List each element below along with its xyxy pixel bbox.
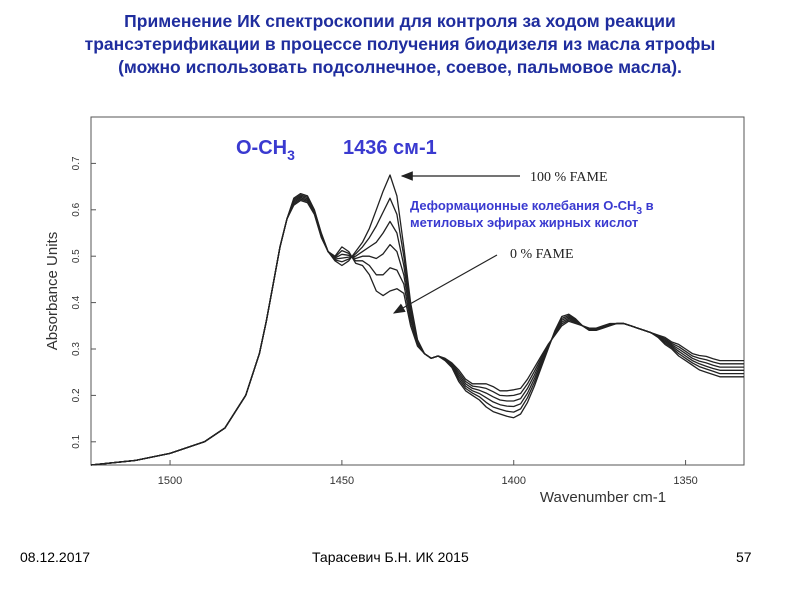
- peak-group-subscript: 3: [287, 147, 295, 163]
- deformation-line1-subscript: 3: [636, 206, 642, 217]
- y-tick-label-5: 0.6: [71, 202, 82, 216]
- x-axis-label: Wavenumber cm-1: [540, 489, 666, 506]
- slide-title: Применение ИК спектроскопии для контроля…: [40, 10, 760, 79]
- y-tick-label-1: 0.2: [71, 388, 82, 402]
- footer-author: Тарасевич Б.Н. ИК 2015: [312, 549, 469, 565]
- fame-0-arrow: [392, 254, 498, 314]
- y-tick-label-0: 0.1: [71, 434, 82, 448]
- deformation-line1-tail: в: [642, 198, 654, 213]
- fame-0-label: 0 % FAME: [510, 247, 574, 262]
- peak-group-label: O-CH3: [236, 137, 295, 163]
- deformation-label-line-1: Деформационные колебания O-CH3 в: [410, 198, 654, 217]
- ir-spectrum-chart: 1500 1450 1400 1350 0.1 0.2 0.3 0.4 0.5 0.6 0.7 Ab…: [44, 116, 745, 506]
- fame-100-label: 100 % FAME: [530, 170, 608, 185]
- deformation-label-line-2: метиловых эфирах жирных кислот: [410, 215, 638, 230]
- x-tick-label-3: 1350: [673, 475, 697, 487]
- plot-frame: [90, 116, 745, 466]
- y-axis-label: Absorbance Units: [44, 232, 61, 350]
- y-tick-label-3: 0.4: [71, 295, 82, 309]
- spectra-series-group: [90, 174, 744, 466]
- title-line-3: (можно использовать подсолнечное, соевое…: [118, 57, 682, 77]
- deformation-line1-main: Деформационные колебания O-CH: [410, 198, 636, 213]
- peak-group-text: O-CH: [236, 137, 287, 159]
- spectrum-line-5: [90, 199, 744, 466]
- y-tick-label-6: 0.7: [71, 156, 82, 170]
- axis-ticks: 1500 1450 1400 1350 0.1 0.2 0.3 0.4 0.5 0.6 0.7: [71, 156, 698, 487]
- title-line-1: Применение ИК спектроскопии для контроля…: [124, 11, 676, 31]
- peak-wavenumber-label: 1436 см-1: [343, 137, 437, 159]
- y-tick-label-4: 0.5: [71, 249, 82, 263]
- y-tick-label-2: 0.3: [71, 342, 82, 356]
- footer-date: 08.12.2017: [20, 549, 91, 565]
- footer-page-number: 57: [736, 549, 752, 565]
- title-line-2: трансэтерификации в процессе получения б…: [84, 34, 716, 54]
- x-tick-label-0: 1500: [158, 475, 182, 487]
- x-tick-label-2: 1400: [501, 475, 525, 487]
- x-tick-label-1: 1450: [330, 475, 354, 487]
